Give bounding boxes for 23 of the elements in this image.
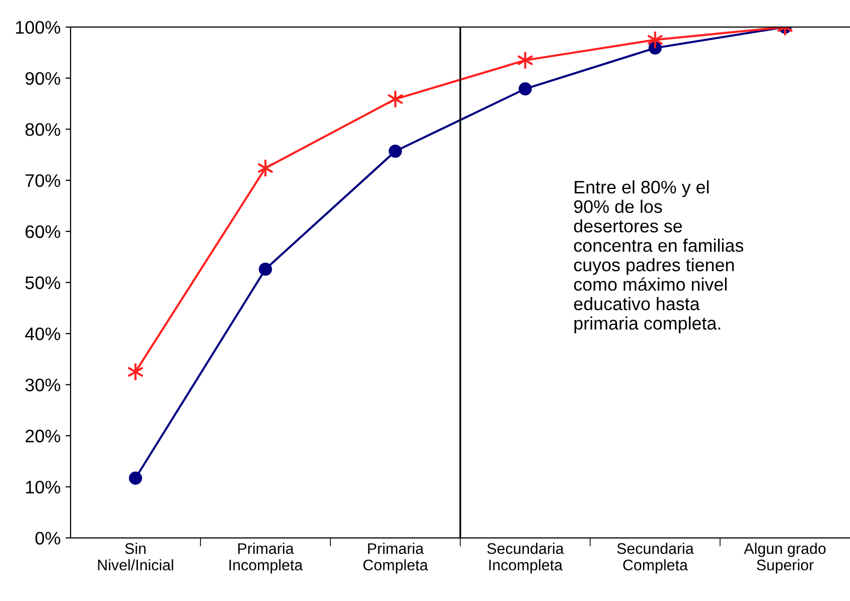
- x-tick-label: Secundaria Completa: [617, 542, 694, 574]
- point: [388, 144, 402, 158]
- y-tick-label: 80%: [25, 123, 60, 136]
- y-tick-label: 20%: [26, 430, 60, 442]
- x-tick-label: Sin Nivel/Inicial: [98, 542, 174, 570]
- y-tick-label: 90%: [26, 72, 60, 85]
- point: [518, 82, 532, 96]
- annotation: Entre el 80% y el 90% de los desertores se concentra en familias cuyos padres tienen como máximo nivel educativo hasta primaria completa.: [574, 180, 744, 334]
- y-tick-label: 30%: [25, 378, 60, 392]
- y-tick-label: 70%: [26, 174, 60, 188]
- point: [258, 262, 272, 276]
- x-tick-label: Secundaria Incompleta: [487, 542, 564, 574]
- y-tick-label: 10%: [26, 480, 60, 494]
- x-tick-label: Primaria Completa: [363, 542, 428, 574]
- point: [128, 472, 142, 485]
- y-tick-label: 60%: [26, 225, 60, 238]
- y-tick-label: 0%: [35, 532, 60, 545]
- x-tick-label: Primaria Incompleta: [229, 542, 303, 574]
- x-tick-label: Algun grado Superior: [744, 542, 826, 574]
- y-tick-label: 100%: [16, 20, 60, 34]
- point: [516, 50, 534, 70]
- y-tick-label: 40%: [25, 327, 60, 340]
- y-tick-label: 50%: [25, 276, 60, 290]
